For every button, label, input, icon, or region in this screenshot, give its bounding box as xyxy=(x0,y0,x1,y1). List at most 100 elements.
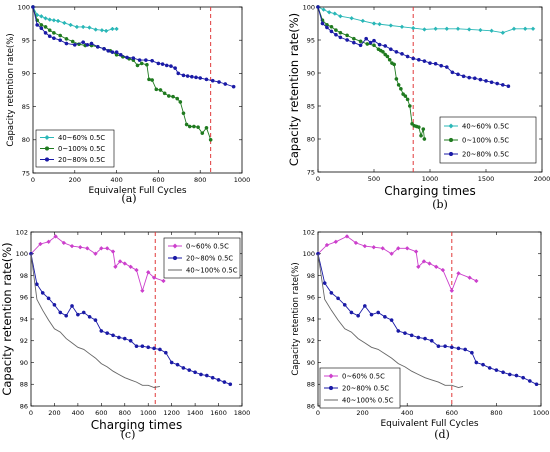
data-point xyxy=(31,5,35,9)
data-point xyxy=(320,21,325,26)
data-point xyxy=(345,38,349,42)
data-point xyxy=(178,100,183,104)
y-tick-label: 90 xyxy=(20,359,28,367)
data-point xyxy=(199,372,203,377)
data-point xyxy=(223,82,228,86)
legend-swatch-marker xyxy=(448,137,454,143)
data-point xyxy=(487,366,492,370)
y-axis-label: Capacity retention rate(%) xyxy=(0,242,14,395)
data-point xyxy=(68,22,73,28)
data-point xyxy=(345,33,349,38)
data-point xyxy=(461,74,466,79)
data-point xyxy=(196,125,200,130)
data-point xyxy=(117,259,123,264)
y-axis-label: Capacity retention rate(%) xyxy=(291,262,301,375)
chart-panel-1: 0 200 400 600 800 1000 75 80 85 90 95 100 Equivalent… xyxy=(6,3,250,205)
data-point xyxy=(137,58,142,62)
y-tick-label: 98 xyxy=(307,272,315,280)
legend: 0~60% 0.5C 20~80% 0.5C 40~100% 0.5C xyxy=(319,367,401,409)
x-tick-label: 1000 xyxy=(533,409,550,417)
panel-label: (a) xyxy=(121,192,136,205)
data-point xyxy=(103,28,109,34)
data-point xyxy=(51,18,57,23)
data-point xyxy=(342,302,347,307)
data-point xyxy=(140,344,145,349)
data-point xyxy=(334,28,338,32)
data-point xyxy=(381,50,385,54)
data-point xyxy=(74,24,80,30)
data-point xyxy=(368,40,373,45)
data-point xyxy=(210,78,215,83)
data-point xyxy=(114,50,119,55)
data-point xyxy=(329,29,334,34)
series-1 xyxy=(30,4,119,34)
data-point xyxy=(385,54,390,59)
data-point xyxy=(389,318,394,322)
data-point xyxy=(506,84,511,89)
data-point xyxy=(122,261,128,266)
data-point xyxy=(433,26,438,32)
y-tick-label: 94 xyxy=(20,315,28,323)
data-point xyxy=(52,36,56,41)
legend-entry: 0~100% 0.5C xyxy=(58,145,105,153)
data-point xyxy=(52,31,56,35)
data-point xyxy=(433,61,438,66)
data-point xyxy=(150,78,154,82)
legend-swatch-marker xyxy=(172,243,178,249)
y-tick-label: 90 xyxy=(22,70,30,78)
data-point xyxy=(69,243,75,249)
data-point xyxy=(164,63,169,68)
data-point xyxy=(472,76,477,81)
data-point xyxy=(344,234,350,239)
y-tick-label: 95 xyxy=(307,36,315,44)
chart-panel-2: 0 500 1000 1500 2000 75 80 85 90 95 100 Charging ti… xyxy=(287,3,550,211)
data-point xyxy=(463,347,468,352)
data-point xyxy=(449,288,455,293)
data-point xyxy=(194,75,198,80)
legend-swatch-marker xyxy=(44,134,50,141)
x-tick-label: 400 xyxy=(110,176,122,184)
data-point xyxy=(422,27,427,32)
data-point xyxy=(198,76,203,80)
data-point xyxy=(380,246,385,251)
data-point xyxy=(338,13,343,19)
data-point xyxy=(478,77,483,82)
data-point xyxy=(444,26,450,32)
data-point xyxy=(35,23,40,27)
y-tick-label: 86 xyxy=(307,402,315,410)
data-point xyxy=(187,368,192,372)
data-point xyxy=(95,44,100,49)
data-point xyxy=(40,291,45,295)
data-point xyxy=(466,27,472,32)
data-point xyxy=(192,124,196,129)
data-point xyxy=(85,42,90,47)
data-point xyxy=(147,77,151,82)
y-tick-label: 100 xyxy=(16,250,28,258)
data-point xyxy=(349,310,354,315)
data-point xyxy=(39,14,44,19)
data-point xyxy=(231,84,236,89)
x-tick-label: 1600 xyxy=(210,409,227,417)
data-point xyxy=(117,335,121,340)
data-point xyxy=(87,25,92,30)
y-axis-label: Capacity retention rate(%) xyxy=(287,13,301,166)
data-point xyxy=(110,26,115,32)
data-point xyxy=(481,362,485,367)
data-point xyxy=(411,56,416,61)
data-point xyxy=(474,360,479,365)
series-line xyxy=(30,253,160,388)
data-point xyxy=(158,88,163,92)
data-point xyxy=(527,379,532,383)
chart-panel-3: 0 200 400 600 800 1000 1200 1400 1600 1800 86 88 90 9… xyxy=(0,228,250,441)
data-point xyxy=(404,246,410,251)
x-tick-label: 600 xyxy=(446,409,458,417)
data-point xyxy=(325,25,329,30)
data-point xyxy=(110,50,115,55)
data-point xyxy=(47,34,52,39)
data-point xyxy=(77,244,83,250)
data-point xyxy=(427,261,432,266)
data-point xyxy=(456,271,461,276)
data-point xyxy=(456,72,460,77)
data-point xyxy=(394,77,399,81)
